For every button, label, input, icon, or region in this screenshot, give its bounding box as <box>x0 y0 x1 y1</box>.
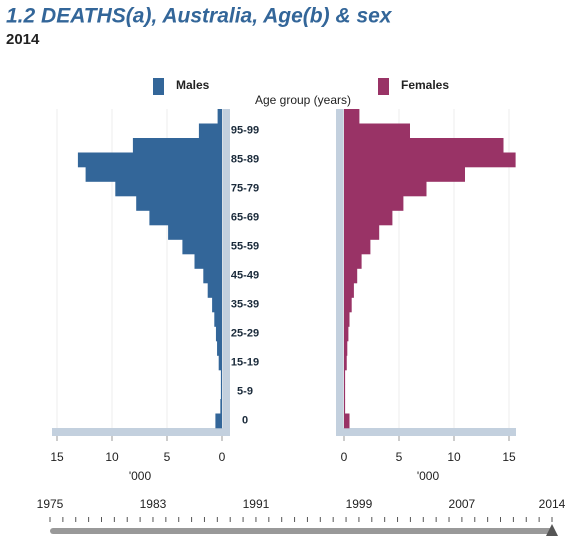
bar <box>214 312 222 327</box>
bar <box>198 123 222 139</box>
timeline-label: 1975 <box>37 497 64 511</box>
timeline-label: 1999 <box>346 497 373 511</box>
x-tick-label: 0 <box>341 450 348 464</box>
x-tick-label: 10 <box>447 450 461 464</box>
bar <box>344 355 347 371</box>
y-tick-label: 45-49 <box>231 270 259 282</box>
bar <box>149 210 222 226</box>
y-axis-label: Age group (years) <box>255 93 351 107</box>
x-tick-label: 5 <box>164 450 171 464</box>
timeline-label: 2007 <box>449 497 476 511</box>
bar <box>344 210 393 226</box>
bar <box>85 167 222 182</box>
bar <box>344 181 427 197</box>
bar <box>344 196 404 211</box>
bar <box>217 341 222 356</box>
x-tick-label: 10 <box>105 450 119 464</box>
x-tick-label: 5 <box>396 450 403 464</box>
y-tick-label: 75-79 <box>231 183 259 195</box>
bar <box>168 225 222 240</box>
bar <box>344 239 371 255</box>
bar <box>344 341 348 356</box>
x-tick-label: 0 <box>219 450 226 464</box>
bar <box>344 138 504 153</box>
bar <box>115 181 222 197</box>
y-tick-label: 95-99 <box>231 125 259 137</box>
timeline-track <box>50 528 555 534</box>
bar <box>344 370 346 385</box>
y-tick-label: 15-19 <box>231 357 259 369</box>
timeline-label: 1983 <box>140 497 167 511</box>
bar <box>215 326 222 342</box>
bar <box>344 297 352 313</box>
bar <box>344 283 354 298</box>
bar <box>77 152 223 168</box>
bar <box>344 384 346 400</box>
x-axis-label: '000 <box>129 469 152 483</box>
axis-strip <box>52 428 230 436</box>
bar <box>344 123 410 139</box>
bar <box>182 239 222 255</box>
y-tick-label: 0 <box>242 415 248 427</box>
x-tick-label: 15 <box>50 450 64 464</box>
bar <box>344 326 349 342</box>
bar <box>136 196 222 211</box>
bar <box>132 138 222 153</box>
bar <box>344 254 362 269</box>
axis-strip <box>336 428 516 436</box>
bar <box>344 109 360 124</box>
y-tick-label: 65-69 <box>231 212 259 224</box>
x-tick-label: 15 <box>502 450 516 464</box>
bar <box>194 254 222 269</box>
bar <box>344 399 346 414</box>
y-tick-label: 5-9 <box>237 386 253 398</box>
bar <box>207 283 222 298</box>
bar <box>344 268 358 284</box>
timeline-label: 1991 <box>243 497 270 511</box>
x-axis-label: '000 <box>417 469 440 483</box>
chart-subtitle: 2014 <box>6 31 40 48</box>
axis-strip <box>336 109 344 428</box>
legend-label: Males <box>176 78 210 92</box>
bar <box>212 297 222 313</box>
legend-swatch <box>153 78 164 95</box>
bar <box>215 413 222 429</box>
y-tick-label: 35-39 <box>231 299 259 311</box>
bar <box>220 399 222 414</box>
bar <box>220 384 222 400</box>
bar <box>220 370 222 385</box>
timeline-label: 2014 <box>539 497 566 511</box>
bar <box>344 225 380 240</box>
bar <box>344 312 350 327</box>
legend-swatch <box>378 78 389 95</box>
y-tick-label: 25-29 <box>231 328 259 340</box>
bar <box>344 152 516 168</box>
bar <box>344 413 350 429</box>
bar <box>344 167 465 182</box>
y-tick-label: 55-59 <box>231 241 259 253</box>
axis-strip <box>222 109 230 428</box>
bar <box>217 109 222 124</box>
legend-label: Females <box>401 78 449 92</box>
y-tick-label: 85-89 <box>231 154 259 166</box>
bar <box>218 355 222 371</box>
timeline-handle[interactable] <box>546 524 558 536</box>
bar <box>203 268 222 284</box>
chart-title: 1.2 DEATHS(a), Australia, Age(b) & sex <box>6 5 393 28</box>
